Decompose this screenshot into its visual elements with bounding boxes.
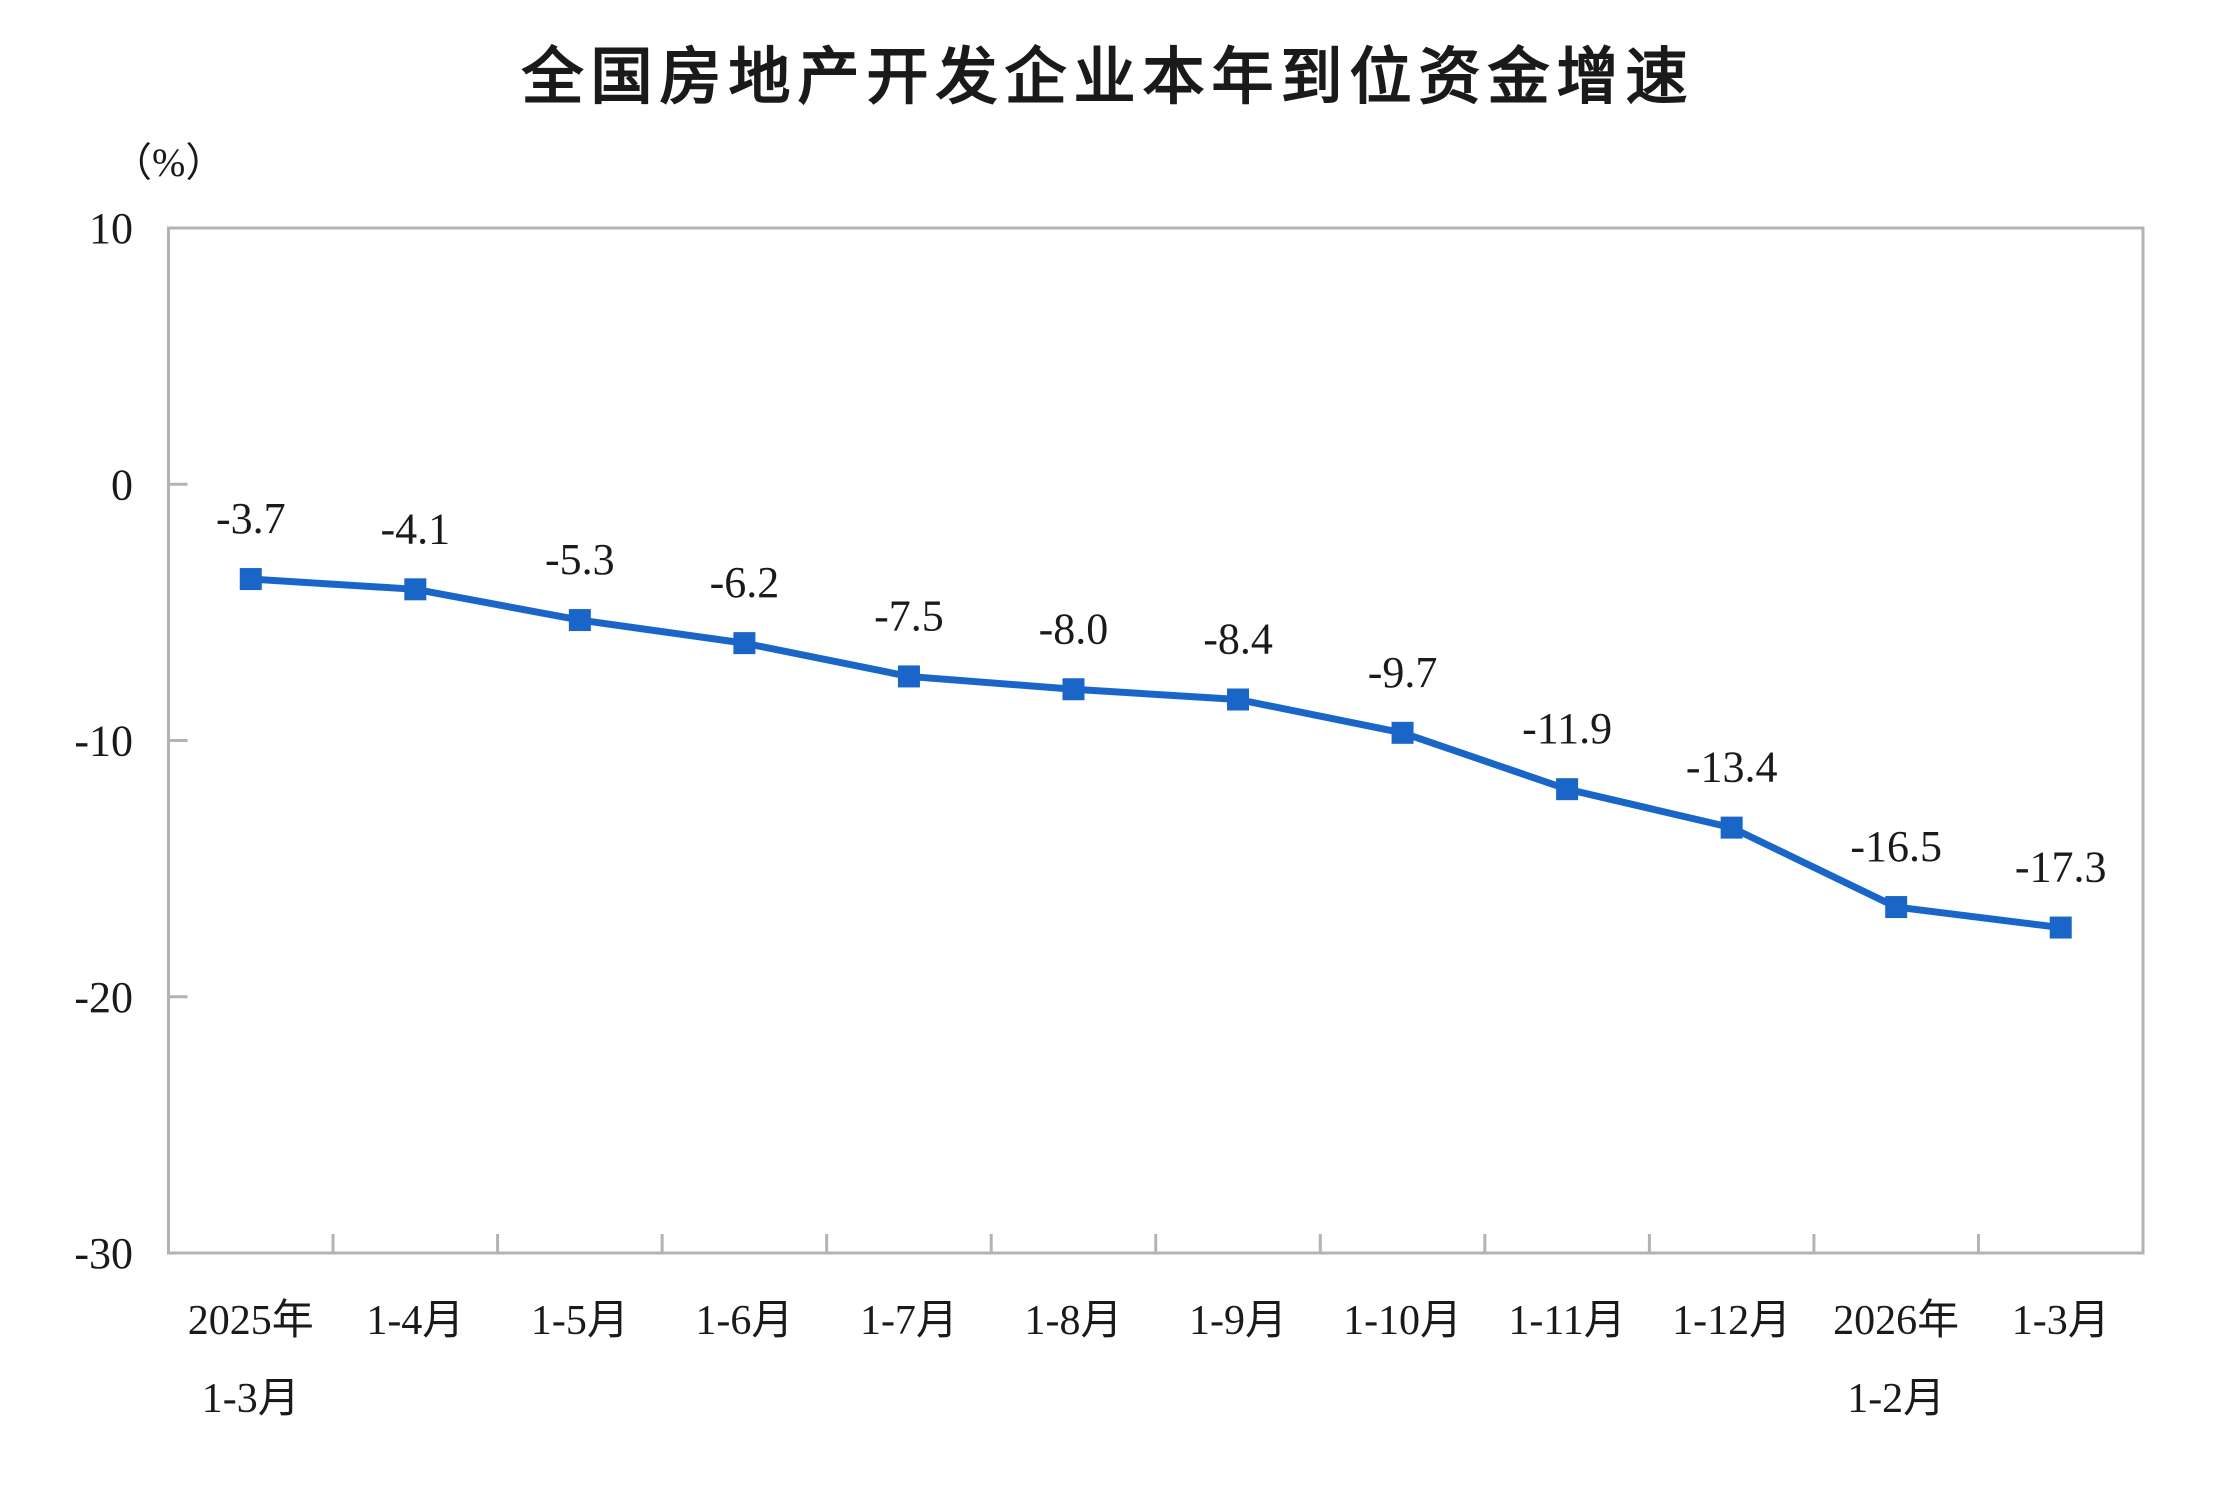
data-point-label: -9.7 [1368, 648, 1438, 697]
x-axis-category-label: 1-9月 [1189, 1298, 1287, 1344]
x-axis-category-label: 2026年 [1833, 1297, 1959, 1344]
data-point-label: -8.0 [1039, 604, 1109, 653]
data-point-label: -7.5 [874, 591, 944, 640]
data-point-label: -16.5 [1850, 822, 1942, 871]
y-axis-tick-label: -20 [74, 973, 133, 1022]
data-point-marker [1885, 896, 1908, 919]
data-point-marker [1227, 688, 1250, 711]
y-axis-unit-label: （%） [112, 140, 226, 185]
data-point-label: -8.4 [1203, 615, 1273, 664]
data-point-marker [568, 609, 591, 632]
chart-title: 全国房地产开发企业本年到位资金增速 [521, 40, 1695, 113]
x-axis-category-label: 1-6月 [695, 1298, 793, 1344]
data-point-marker [1391, 721, 1414, 744]
y-axis-tick-label: -30 [74, 1229, 133, 1278]
data-point-label: -13.4 [1686, 743, 1778, 792]
data-point-label: -4.1 [380, 504, 450, 553]
data-point-marker [897, 665, 920, 688]
y-axis-tick-label: 10 [89, 204, 133, 253]
x-axis-category-label: 1-7月 [860, 1298, 958, 1344]
plot-border [167, 226, 2145, 1255]
x-axis-category-label: 1-4月 [366, 1298, 464, 1344]
data-point-marker [2049, 916, 2072, 939]
x-axis-category-label: 1-2月 [1847, 1376, 1945, 1422]
data-point-label: -3.7 [216, 494, 286, 543]
x-axis-category-label: 1-10月 [1343, 1298, 1462, 1344]
x-axis-category-label: 1-11月 [1508, 1298, 1625, 1344]
data-point-label: -6.2 [710, 558, 780, 607]
x-axis-category-label: 1-3月 [202, 1376, 300, 1422]
x-axis-category-label: 1-3月 [2012, 1298, 2110, 1344]
data-point-marker [733, 632, 756, 655]
x-axis-category-label: 2025年 [188, 1297, 314, 1344]
data-point-label: -17.3 [2015, 843, 2107, 892]
data-line [247, 575, 2065, 932]
data-point-marker [404, 578, 427, 601]
x-axis-category-label: 1-12月 [1672, 1298, 1791, 1344]
x-axis-category-label: 1-5月 [531, 1298, 629, 1344]
data-point-marker [239, 568, 262, 591]
plot-area: 10 0 -10 -20 -30 -3.7 -4.1 -5.3 -6.2 -7.5 -8.0 -8.4… [74, 204, 2145, 1422]
data-point-marker [1062, 678, 1085, 701]
x-axis-category-label: 1-8月 [1024, 1298, 1122, 1344]
y-axis-tick-label: 0 [111, 460, 133, 509]
data-point-marker [1556, 778, 1579, 801]
y-axis-tick-label: -10 [74, 717, 133, 766]
data-point-label: -5.3 [545, 535, 615, 584]
data-point-label: -11.9 [1522, 704, 1612, 753]
data-point-marker [1720, 816, 1743, 839]
